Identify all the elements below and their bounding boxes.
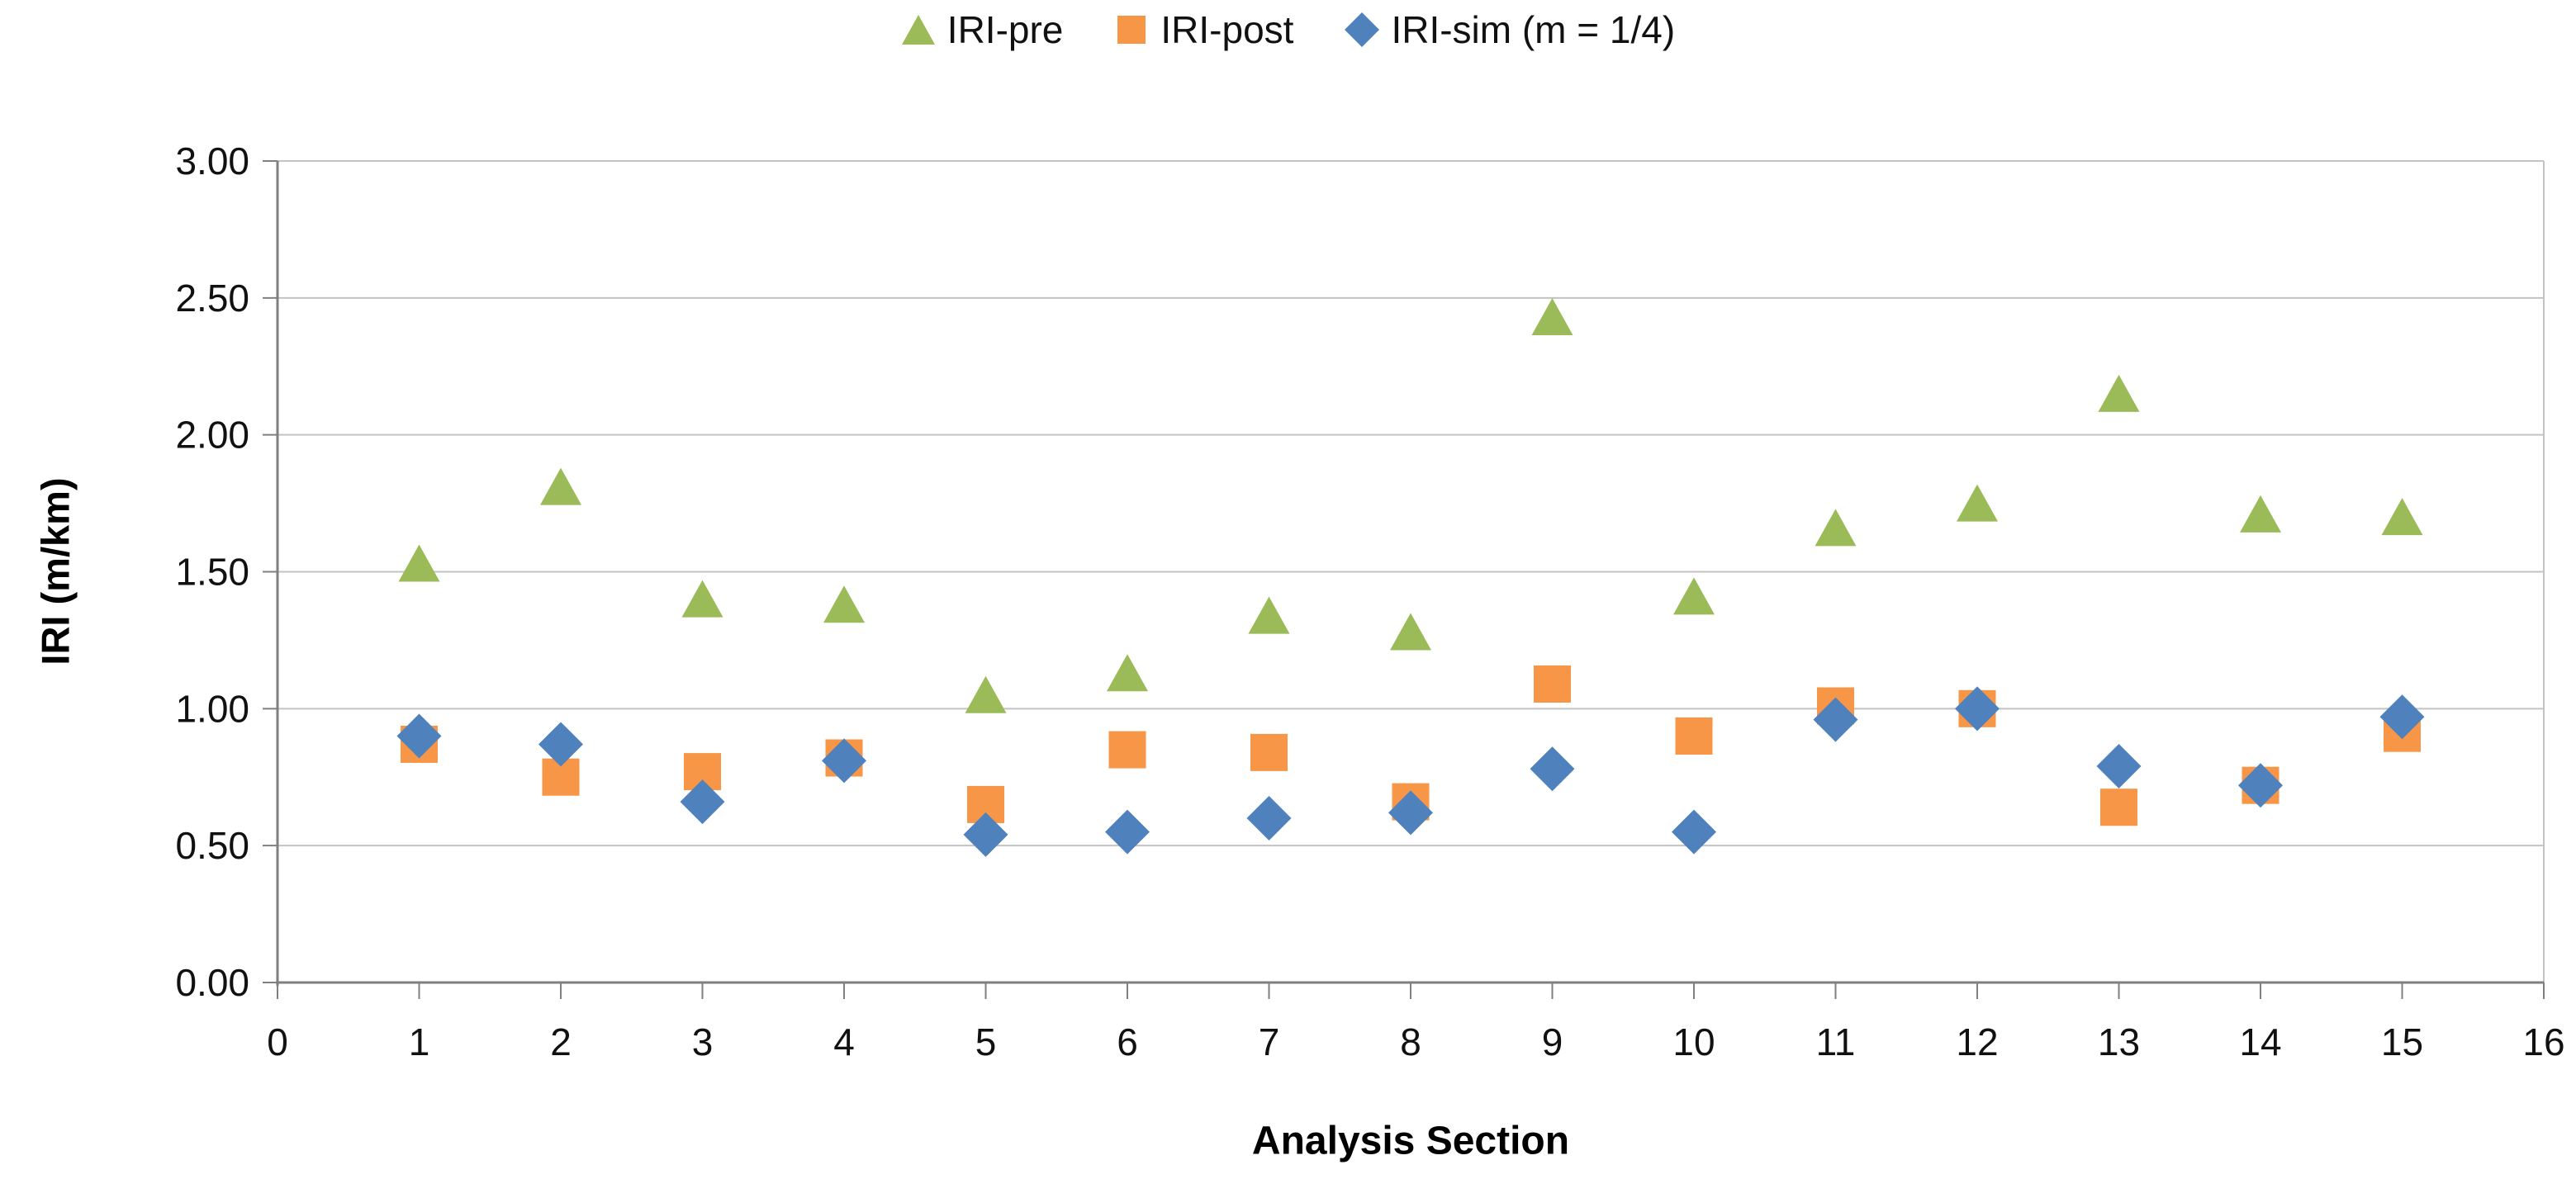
triangle-marker <box>2098 374 2140 412</box>
triangle-marker <box>1390 613 1431 651</box>
y-tick-label: 3.00 <box>175 140 249 182</box>
triangle-marker <box>681 580 723 618</box>
y-tick-label: 2.50 <box>175 277 249 320</box>
square-marker <box>1675 717 1713 755</box>
triangle-marker <box>540 467 581 505</box>
x-tick-label: 16 <box>2522 1020 2564 1063</box>
x-tick-label: 13 <box>2098 1020 2140 1063</box>
triangle-marker <box>398 544 440 582</box>
x-tick-label: 8 <box>1400 1020 1421 1063</box>
diamond-marker <box>396 713 442 759</box>
x-tick-label: 1 <box>409 1020 430 1063</box>
x-tick-label: 10 <box>1672 1020 1715 1063</box>
x-tick-label: 15 <box>2381 1020 2423 1063</box>
legend-item-iri-pre: IRI-pre <box>901 8 1064 51</box>
diamond-marker <box>2096 743 2142 788</box>
x-tick-label: 3 <box>692 1020 714 1063</box>
y-tick-label: 1.00 <box>175 687 249 730</box>
x-tick-label: 12 <box>1956 1020 1998 1063</box>
diamond-marker <box>963 812 1008 857</box>
diamond-marker <box>2238 763 2283 808</box>
square-marker <box>1108 731 1146 769</box>
x-tick-label: 2 <box>550 1020 572 1063</box>
diamond-marker <box>680 779 725 825</box>
x-tick-label: 0 <box>267 1020 288 1063</box>
x-tick-label: 9 <box>1542 1020 1563 1063</box>
diamond-marker <box>1672 809 1716 855</box>
square-marker <box>2100 788 2137 826</box>
triangle-marker <box>1815 509 1857 547</box>
y-tick-label: 0.50 <box>175 824 249 867</box>
y-tick-label: 0.00 <box>175 961 249 1004</box>
y-tick-label: 2.00 <box>175 414 249 457</box>
square-marker-icon <box>1117 16 1146 44</box>
x-tick-label: 5 <box>975 1020 997 1063</box>
y-tick-label: 1.50 <box>175 551 249 594</box>
x-tick-label: 7 <box>1259 1020 1280 1063</box>
legend-item-iri-sim: IRI-sim (m = 1/4) <box>1345 11 1675 49</box>
x-tick-label: 6 <box>1117 1020 1138 1063</box>
legend-item-iri-post: IRI-post <box>1114 11 1293 49</box>
x-tick-label: 11 <box>1816 1020 1856 1063</box>
diamond-marker <box>1530 746 1575 792</box>
legend-label-iri-post: IRI-post <box>1160 8 1294 51</box>
triangle-marker <box>1531 298 1573 336</box>
legend-label-iri-pre: IRI-pre <box>946 8 1064 51</box>
legend-label-iri-sim: IRI-sim (m = 1/4) <box>1391 8 1676 51</box>
diamond-marker <box>2379 694 2425 740</box>
triangle-marker <box>1248 596 1290 634</box>
triangle-marker <box>2381 498 2423 536</box>
x-axis-title: Analysis Section <box>1251 1119 1570 1163</box>
diamond-marker <box>822 738 866 784</box>
square-marker <box>1250 733 1288 771</box>
triangle-marker <box>1107 654 1148 692</box>
triangle-marker <box>965 675 1007 713</box>
triangle-marker <box>1673 577 1715 615</box>
triangle-marker-icon <box>901 15 935 45</box>
x-tick-label: 4 <box>833 1020 855 1063</box>
diamond-marker <box>1246 796 1292 840</box>
triangle-marker <box>1957 484 1998 522</box>
diamond-marker <box>1955 686 2000 732</box>
triangle-marker <box>823 585 865 623</box>
chart-legend: IRI-pre IRI-post IRI-sim (m = 1/4) <box>0 5 2576 54</box>
triangle-marker <box>2240 495 2281 533</box>
diamond-marker <box>1388 790 1433 836</box>
diamond-marker <box>1813 697 1858 742</box>
x-tick-label: 14 <box>2239 1020 2281 1063</box>
diamond-marker <box>1105 809 1150 855</box>
diamond-marker <box>538 722 583 767</box>
diamond-marker-icon <box>1345 12 1380 47</box>
square-marker <box>1534 665 1571 703</box>
